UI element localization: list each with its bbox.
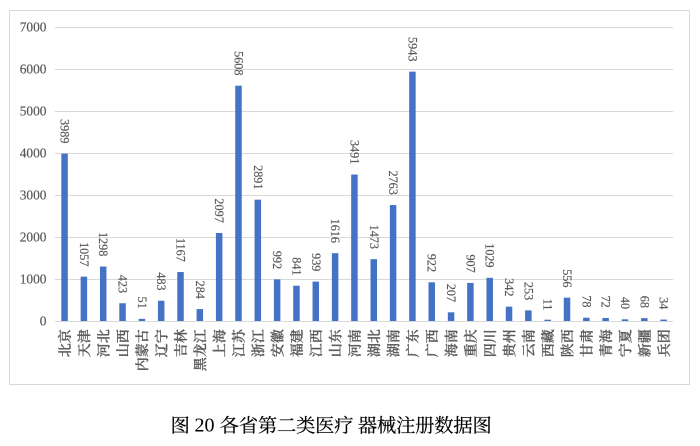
svg-text:3000: 3000: [20, 187, 47, 202]
svg-text:2891: 2891: [251, 165, 265, 189]
svg-text:5608: 5608: [231, 51, 245, 75]
svg-text:40: 40: [618, 297, 632, 309]
svg-text:1000: 1000: [20, 271, 47, 286]
svg-text:992: 992: [270, 251, 284, 269]
svg-text:253: 253: [521, 282, 535, 300]
svg-text:78: 78: [579, 295, 593, 307]
svg-text:342: 342: [502, 278, 516, 296]
svg-text:1473: 1473: [367, 225, 381, 249]
svg-text:284: 284: [193, 281, 207, 299]
svg-text:4000: 4000: [20, 145, 47, 160]
svg-text:72: 72: [599, 296, 613, 308]
svg-text:1167: 1167: [174, 238, 188, 262]
svg-text:20: 20: [195, 415, 215, 437]
svg-text:5000: 5000: [20, 103, 47, 118]
svg-text:3989: 3989: [58, 119, 72, 143]
svg-text:556: 556: [560, 269, 574, 287]
svg-text:6000: 6000: [20, 61, 47, 76]
svg-text:2000: 2000: [20, 229, 47, 244]
svg-text:1057: 1057: [77, 242, 91, 266]
svg-text:841: 841: [289, 257, 303, 275]
svg-text:0: 0: [40, 313, 47, 328]
svg-text:2763: 2763: [386, 170, 400, 194]
svg-text:1029: 1029: [483, 243, 497, 267]
svg-text:922: 922: [425, 254, 439, 272]
svg-text:3491: 3491: [347, 140, 361, 164]
svg-text:1616: 1616: [328, 219, 342, 243]
svg-text:34: 34: [657, 297, 671, 309]
svg-text:11: 11: [541, 299, 555, 311]
svg-text:939: 939: [309, 253, 323, 271]
svg-text:7000: 7000: [20, 19, 47, 34]
svg-text:423: 423: [116, 275, 130, 293]
svg-text:68: 68: [637, 296, 651, 308]
svg-text:1298: 1298: [96, 232, 110, 256]
svg-text:907: 907: [463, 254, 477, 272]
svg-text:207: 207: [444, 284, 458, 302]
svg-text:5943: 5943: [405, 37, 419, 61]
svg-text:51: 51: [135, 296, 149, 308]
svg-text:483: 483: [154, 272, 168, 290]
svg-text:2097: 2097: [212, 198, 226, 222]
